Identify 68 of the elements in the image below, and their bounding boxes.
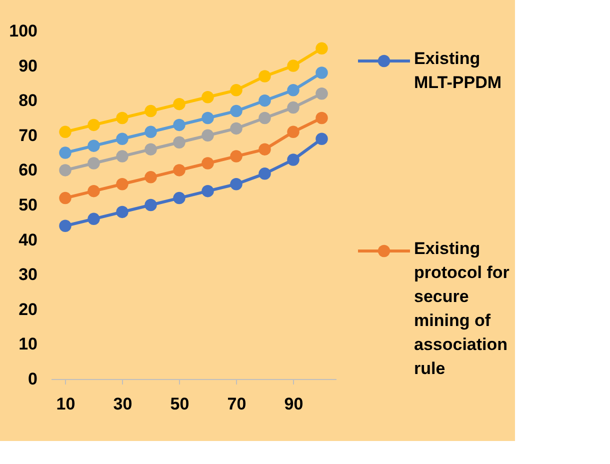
y-tick-label: 30 [18, 265, 38, 284]
point [287, 126, 300, 138]
point [173, 136, 186, 148]
point [116, 132, 128, 145]
point [59, 192, 72, 204]
x-tick-label: 30 [113, 394, 132, 414]
point [258, 143, 271, 156]
point [316, 66, 328, 79]
x-tick-label: 10 [56, 394, 76, 414]
point [258, 112, 271, 124]
point [88, 118, 100, 132]
y-tick-label: 10 [18, 334, 38, 354]
point [173, 164, 186, 176]
point [316, 132, 328, 145]
y-tick-label: 20 [18, 300, 38, 319]
point [230, 150, 242, 162]
point [144, 143, 157, 156]
point [116, 112, 128, 124]
point [202, 157, 214, 170]
y-tick-label: 70 [18, 126, 38, 145]
point [173, 118, 186, 132]
point [59, 164, 72, 176]
point [316, 112, 328, 124]
point [287, 60, 300, 72]
point [202, 91, 214, 104]
x-tick-label: 90 [284, 394, 304, 414]
y-tick-label: 90 [18, 56, 38, 76]
point [59, 146, 72, 159]
y-tick-label: 0 [28, 370, 38, 388]
y-tick-label: 40 [18, 230, 38, 250]
point [202, 129, 214, 142]
x-tick-label: 50 [170, 394, 190, 414]
point [88, 157, 100, 170]
point [287, 101, 300, 114]
point [230, 122, 242, 135]
point [202, 184, 214, 198]
point [59, 220, 72, 232]
point [88, 212, 100, 226]
point [116, 178, 128, 190]
point [230, 84, 242, 96]
legend-label: Existing protocol for secure mining of association rule [414, 239, 510, 378]
point [287, 154, 300, 166]
point [230, 178, 242, 190]
point [258, 70, 271, 82]
point [144, 104, 157, 118]
point [144, 198, 157, 212]
point [202, 112, 214, 124]
point [116, 150, 128, 162]
point [144, 171, 157, 184]
point [144, 126, 157, 138]
point [173, 192, 186, 204]
y-tick-label: 50 [18, 196, 38, 214]
point [316, 88, 328, 100]
y-tick-label: 60 [18, 160, 38, 180]
point [88, 184, 100, 198]
x-tick-label: 70 [227, 394, 246, 414]
point [316, 42, 328, 55]
y-tick-label: 80 [18, 91, 38, 110]
point [59, 126, 72, 138]
point [287, 84, 300, 96]
legend-label: Existing MLT-PPDM [414, 49, 502, 92]
point [258, 94, 271, 107]
y-tick-label: 100 [9, 22, 38, 40]
point [88, 140, 100, 152]
point [116, 206, 128, 218]
point [230, 104, 242, 118]
point [258, 168, 271, 180]
point [173, 98, 186, 110]
